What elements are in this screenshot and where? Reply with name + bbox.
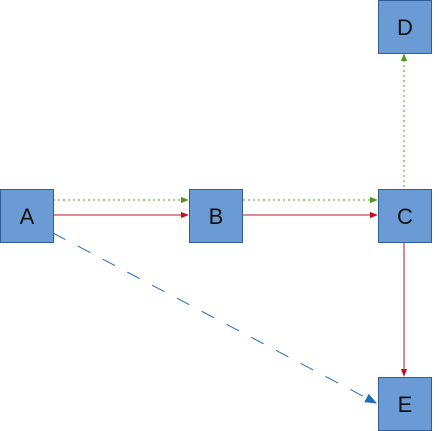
- node-b[interactable]: B: [189, 189, 243, 243]
- node-e[interactable]: E: [378, 377, 432, 431]
- node-d-label: D: [397, 15, 413, 40]
- node-e-box: [378, 377, 432, 431]
- edges: [52, 53, 408, 404]
- node-b-label: B: [209, 204, 224, 229]
- node-e-label: E: [398, 392, 413, 417]
- node-c-label: C: [397, 204, 413, 229]
- node-c-box: [378, 189, 432, 243]
- node-c[interactable]: C: [378, 189, 432, 243]
- node-a[interactable]: A: [0, 189, 54, 243]
- node-a-label: A: [20, 204, 35, 229]
- node-d[interactable]: D: [378, 0, 432, 54]
- node-d-box: [378, 0, 432, 54]
- edge-a-e-dashed: [52, 232, 378, 404]
- node-a-box: [0, 189, 54, 243]
- node-b-box: [189, 189, 243, 243]
